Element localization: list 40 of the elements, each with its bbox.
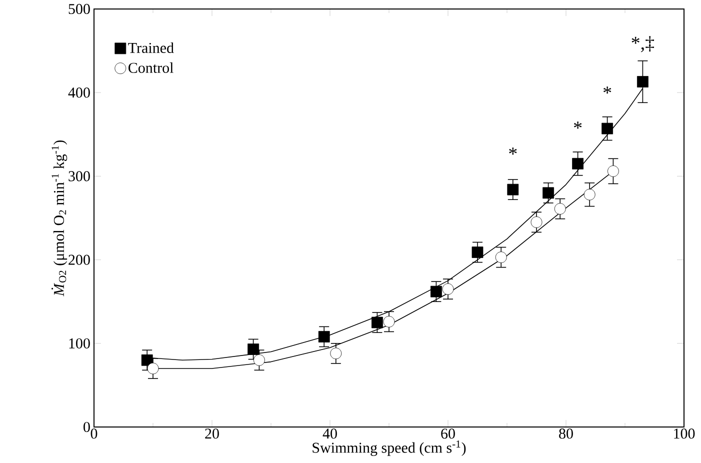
annotation: * [509, 148, 517, 155]
y-tick-label: 200 [68, 254, 90, 265]
point [472, 246, 484, 258]
y-tick-label: 400 [68, 88, 90, 98]
annotation: *,‡ [632, 36, 654, 52]
x-tick-label: 0 [90, 428, 98, 439]
point [318, 331, 330, 342]
point [542, 187, 554, 199]
text: Ṁ$_{O2}$ (μmol O$_{2}$ min$^{-1}$ kg$^{-1}$) [51, 140, 68, 296]
point [442, 283, 454, 295]
x-tick-label: 100 [674, 428, 695, 439]
point [383, 316, 395, 328]
point [602, 122, 614, 134]
point [430, 286, 442, 298]
annotation: * [603, 86, 612, 94]
point [330, 348, 342, 360]
point [372, 316, 383, 328]
point [248, 344, 260, 355]
x-axis-title: Swimming speed (cm s$^{-1}$) [312, 440, 466, 456]
point [507, 184, 519, 196]
y-tick-label: 100 [69, 338, 90, 348]
x-tick-label: 60 [441, 428, 455, 439]
point [608, 165, 619, 177]
y-tick-label: 500 [68, 4, 90, 14]
point [147, 362, 159, 374]
legend-label: Control [128, 62, 174, 73]
point [572, 158, 584, 170]
legend-label: Trained [128, 42, 174, 54]
x-tick-label: 20 [205, 428, 219, 439]
y-tick-label: 300 [68, 171, 90, 182]
point [584, 188, 596, 200]
point [637, 76, 648, 88]
point [254, 354, 265, 366]
point [141, 354, 153, 366]
point [554, 203, 566, 214]
point [530, 216, 542, 228]
annotation: * [574, 122, 582, 129]
x-tick-label: 40 [322, 428, 337, 439]
x-tick-label: 80 [559, 428, 573, 439]
point [495, 252, 507, 263]
